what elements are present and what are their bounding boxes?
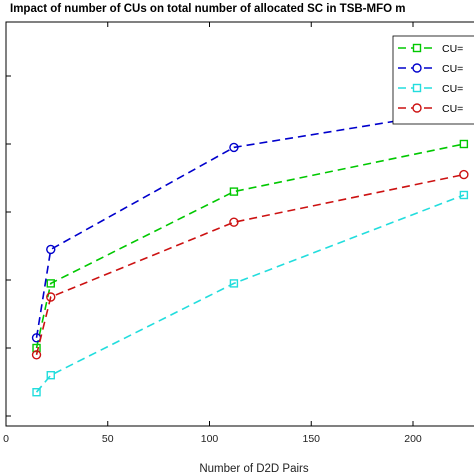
chart-title: Impact of number of CUs on total number …	[10, 3, 406, 15]
data-point	[46, 244, 56, 255]
series-line	[35, 109, 465, 338]
series-line	[35, 194, 465, 393]
data-point	[229, 217, 239, 227]
x-axis-ticks: 0 50 100 150 200	[3, 22, 422, 445]
data-point	[459, 139, 469, 149]
data-point	[46, 292, 56, 302]
data-point	[229, 279, 239, 288]
series-layer	[31, 105, 469, 397]
legend-marker	[412, 43, 422, 53]
legend-label: CU=	[442, 43, 463, 55]
legend-label: CU=	[442, 63, 463, 75]
legend-box	[392, 35, 474, 125]
y-axis-ticks	[6, 75, 11, 417]
series-line	[35, 173, 465, 355]
legend-marker	[412, 103, 422, 113]
x-axis-label: Number of D2D Pairs	[199, 463, 309, 474]
data-point	[31, 350, 42, 360]
legend-label: CU=	[442, 83, 463, 95]
legend: CU= CU= CU= CU=	[392, 35, 474, 125]
x-tick-label: 0	[3, 433, 9, 445]
data-point	[459, 169, 469, 180]
legend-label: CU=	[442, 103, 463, 115]
legend-marker	[412, 83, 422, 93]
x-tick-label: 50	[102, 433, 114, 445]
legend-marker	[412, 63, 422, 73]
series-line	[35, 143, 465, 349]
data-point	[229, 142, 239, 153]
x-tick-label: 150	[302, 433, 320, 445]
data-point	[459, 190, 469, 200]
data-point	[32, 388, 41, 397]
data-point	[229, 187, 239, 196]
data-point	[46, 371, 55, 380]
data-point	[46, 279, 55, 288]
x-tick-label: 200	[404, 433, 422, 445]
x-tick-label: 100	[201, 433, 219, 445]
